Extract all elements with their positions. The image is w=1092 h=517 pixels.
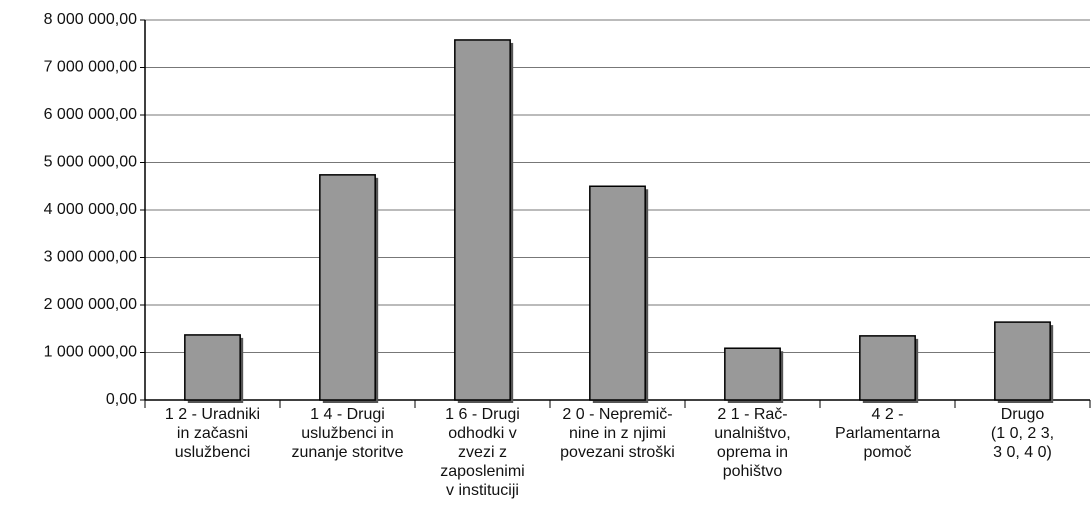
x-tick-label: nine in z njimi (569, 425, 666, 442)
x-tick-label: 4 2 - (871, 406, 903, 423)
x-tick-label: 2 1 - Rač- (717, 406, 787, 423)
y-tick-label: 4 000 000,00 (44, 201, 138, 218)
y-tick-label: 0,00 (106, 391, 137, 408)
x-tick-label: (1 0, 2 3, (991, 425, 1054, 442)
x-tick-label: uslužbenci (175, 444, 251, 461)
y-tick-label: 1 000 000,00 (44, 344, 138, 361)
bar (589, 185, 646, 401)
bar (994, 321, 1051, 401)
x-tick-label: Drugo (1001, 406, 1045, 423)
y-tick-label: 2 000 000,00 (44, 296, 138, 313)
x-tick-label: 1 2 - Uradniki (165, 406, 260, 423)
bar (454, 39, 511, 401)
x-tick-label: pohištvo (723, 463, 783, 480)
y-tick-label: 8 000 000,00 (44, 11, 138, 28)
x-tick-label: odhodki v (448, 425, 517, 442)
x-tick-label: pomoč (863, 444, 911, 461)
x-tick-label: v instituciji (446, 482, 519, 499)
x-tick-label: 3 0, 4 0) (993, 444, 1052, 461)
bar (724, 347, 781, 401)
x-tick-label: uslužbenci in (301, 425, 394, 442)
x-tick-label: oprema in (717, 444, 788, 461)
x-tick-label: zunanje storitve (291, 444, 403, 461)
bar (859, 335, 916, 401)
x-tick-label: povezani stroški (560, 444, 675, 461)
y-tick-label: 5 000 000,00 (44, 154, 138, 171)
bar (319, 174, 376, 401)
x-tick-label: zaposlenimi (440, 463, 524, 480)
y-tick-label: 3 000 000,00 (44, 249, 138, 266)
x-tick-label: in začasni (177, 425, 248, 442)
bar (184, 334, 241, 401)
x-tick-label: unalništvo, (714, 425, 791, 442)
x-tick-label: Parlamentarna (835, 425, 940, 442)
x-tick-label: 1 4 - Drugi (310, 406, 385, 423)
x-tick-label: 1 6 - Drugi (445, 406, 520, 423)
x-tick-label: zvezi z (458, 444, 507, 461)
y-tick-label: 6 000 000,00 (44, 106, 138, 123)
x-tick-label: 2 0 - Nepremič- (562, 406, 672, 423)
y-tick-label: 7 000 000,00 (44, 59, 138, 76)
